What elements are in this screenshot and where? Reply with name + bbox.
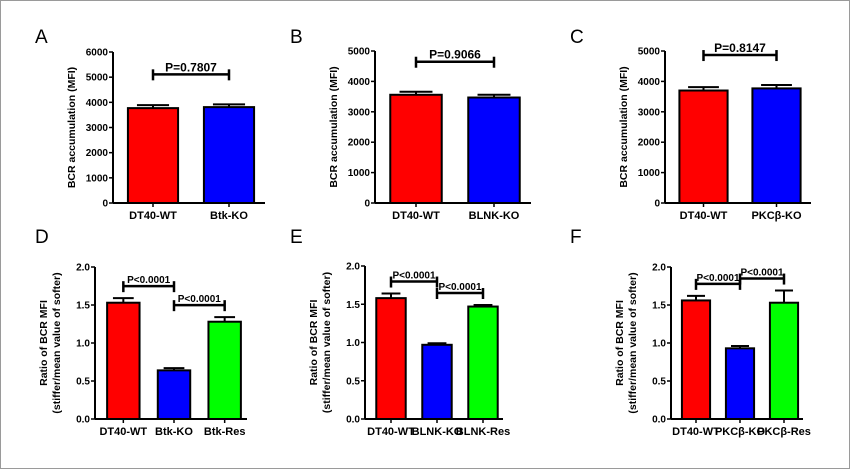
y-tick-label: 4000 [638,77,661,88]
x-tick-label: DT40-WT [680,210,728,222]
bar [768,301,800,420]
bar [421,343,453,421]
y-tick-label: 5000 [348,47,371,58]
y-tick-label: 0.0 [76,415,90,426]
p-value-label: P<0.0001 [696,273,740,284]
y-tick-label: 2000 [86,148,109,159]
x-tick-label: DT40-WT [129,210,177,222]
panel-letter: D [35,227,49,248]
bar [202,106,256,204]
y-tick-label: 0 [654,199,660,210]
y-tick-label: 4000 [86,98,109,109]
y-tick-label: 0.0 [652,415,666,426]
p-value-label: P=0.8147 [714,41,766,55]
y-tick-label: 3000 [638,107,661,118]
y-tick-label: 1000 [86,173,109,184]
x-tick-label: DT40-WT [367,426,415,438]
y-tick-label: 0.5 [76,377,90,388]
y-tick-label: 2.0 [652,263,666,274]
y-axis-label: Ratio of BCR MFI [38,300,50,386]
bar [207,320,242,420]
y-axis-label: (stiffer/mean value of softer) [627,272,639,413]
y-tick-label: 3000 [86,123,109,134]
bar [678,89,729,204]
panel-letter: C [570,27,584,48]
y-tick-label: 1.0 [346,338,360,349]
p-value-label: P<0.0001 [438,282,482,293]
panel-b: B 0 1000 2000 3000 4000 5000 BCR accumulation (… [290,27,531,222]
x-tick-label: BLNK-Res [456,426,510,438]
y-tick-label: 5000 [638,47,661,58]
y-tick-label: 2.0 [76,263,90,274]
bar [467,305,499,421]
y-tick-label: 0.5 [346,376,360,387]
p-value-label: P=0.7807 [165,60,217,74]
y-tick-label: 1000 [638,168,661,179]
y-tick-label: 2.0 [346,262,360,273]
bar [375,297,407,421]
x-tick-label: PKCβ-Res [757,426,811,438]
bar [156,369,192,420]
bar [680,299,712,420]
x-tick-label: Btk-Res [204,426,246,438]
y-tick-label: 3000 [348,107,371,118]
x-tick-label: BLNK-KO [469,210,520,222]
y-axis-label: BCR accumulation (MFI) [618,66,630,187]
y-tick-label: 1.0 [652,339,666,350]
y-tick-label: 0.0 [346,415,360,426]
p-value-label: P<0.0001 [178,294,222,305]
bar [126,107,180,204]
bar [389,93,443,204]
panel-e: E 0.0 0.5 1.0 1.5 2.0 Ratio of BCR MFI (stiffer… [290,227,510,438]
x-tick-label: DT40-WT [99,426,147,438]
p-value-label: P<0.0001 [740,268,784,279]
y-tick-label: 0.5 [652,377,666,388]
y-tick-label: 1.5 [652,301,666,312]
x-tick-label: DT40-WT [392,210,440,222]
bar [106,301,141,420]
x-tick-label: PKCβ-KO [751,210,802,222]
panel-letter: F [570,227,582,248]
panel-c: C 0 1000 2000 3000 4000 5000 BCR accumulation (… [570,27,811,222]
bar [467,96,521,204]
y-axis-label: BCR accumulation (MFI) [66,67,78,188]
y-tick-label: 0 [102,199,108,210]
panel-letter: B [290,27,303,48]
x-tick-label: Btk-KO [155,426,193,438]
y-tick-label: 1.0 [76,339,90,350]
panel-a: A 0 1000 2000 3000 4000 5000 6000 BCR accumulati… [35,27,265,222]
y-tick-label: 6000 [86,48,109,59]
x-tick-label: DT40-WT [672,426,720,438]
y-tick-label: 4000 [348,77,371,88]
y-axis-label: Ratio of BCR MFI [308,300,320,386]
x-tick-label: PKCβ-KO [715,426,766,438]
p-value-label: P<0.0001 [392,271,436,282]
p-value-label: P=0.9066 [429,48,481,62]
bar [724,347,756,421]
panel-f: F 0.0 0.5 1.0 1.5 2.0 Ratio of BCR MFI (stiffer… [570,227,811,438]
y-tick-label: 5000 [86,73,109,84]
x-tick-label: Btk-KO [210,210,248,222]
p-value-label: P<0.0001 [127,275,171,286]
bar [751,87,802,204]
y-axis-label: (stiffer/mean value of softer) [51,272,63,413]
y-tick-label: 1000 [348,168,371,179]
y-tick-label: 2000 [348,138,371,149]
y-tick-label: 1.5 [76,301,90,312]
panel-letter: E [290,227,303,248]
y-tick-label: 0 [364,199,370,210]
y-tick-label: 2000 [638,138,661,149]
panel-d: D 0.0 0.5 1.0 1.5 2.0 Ratio of BCR MFI (stiffer… [35,227,247,438]
x-tick-label: BLNK-KO [412,426,463,438]
y-axis-label: BCR accumulation (MFI) [328,66,340,187]
y-tick-label: 1.5 [346,300,360,311]
panel-letter: A [35,27,48,48]
y-axis-label: Ratio of BCR MFI [614,300,626,386]
y-axis-label: (stiffer/mean value of softer) [321,272,333,413]
